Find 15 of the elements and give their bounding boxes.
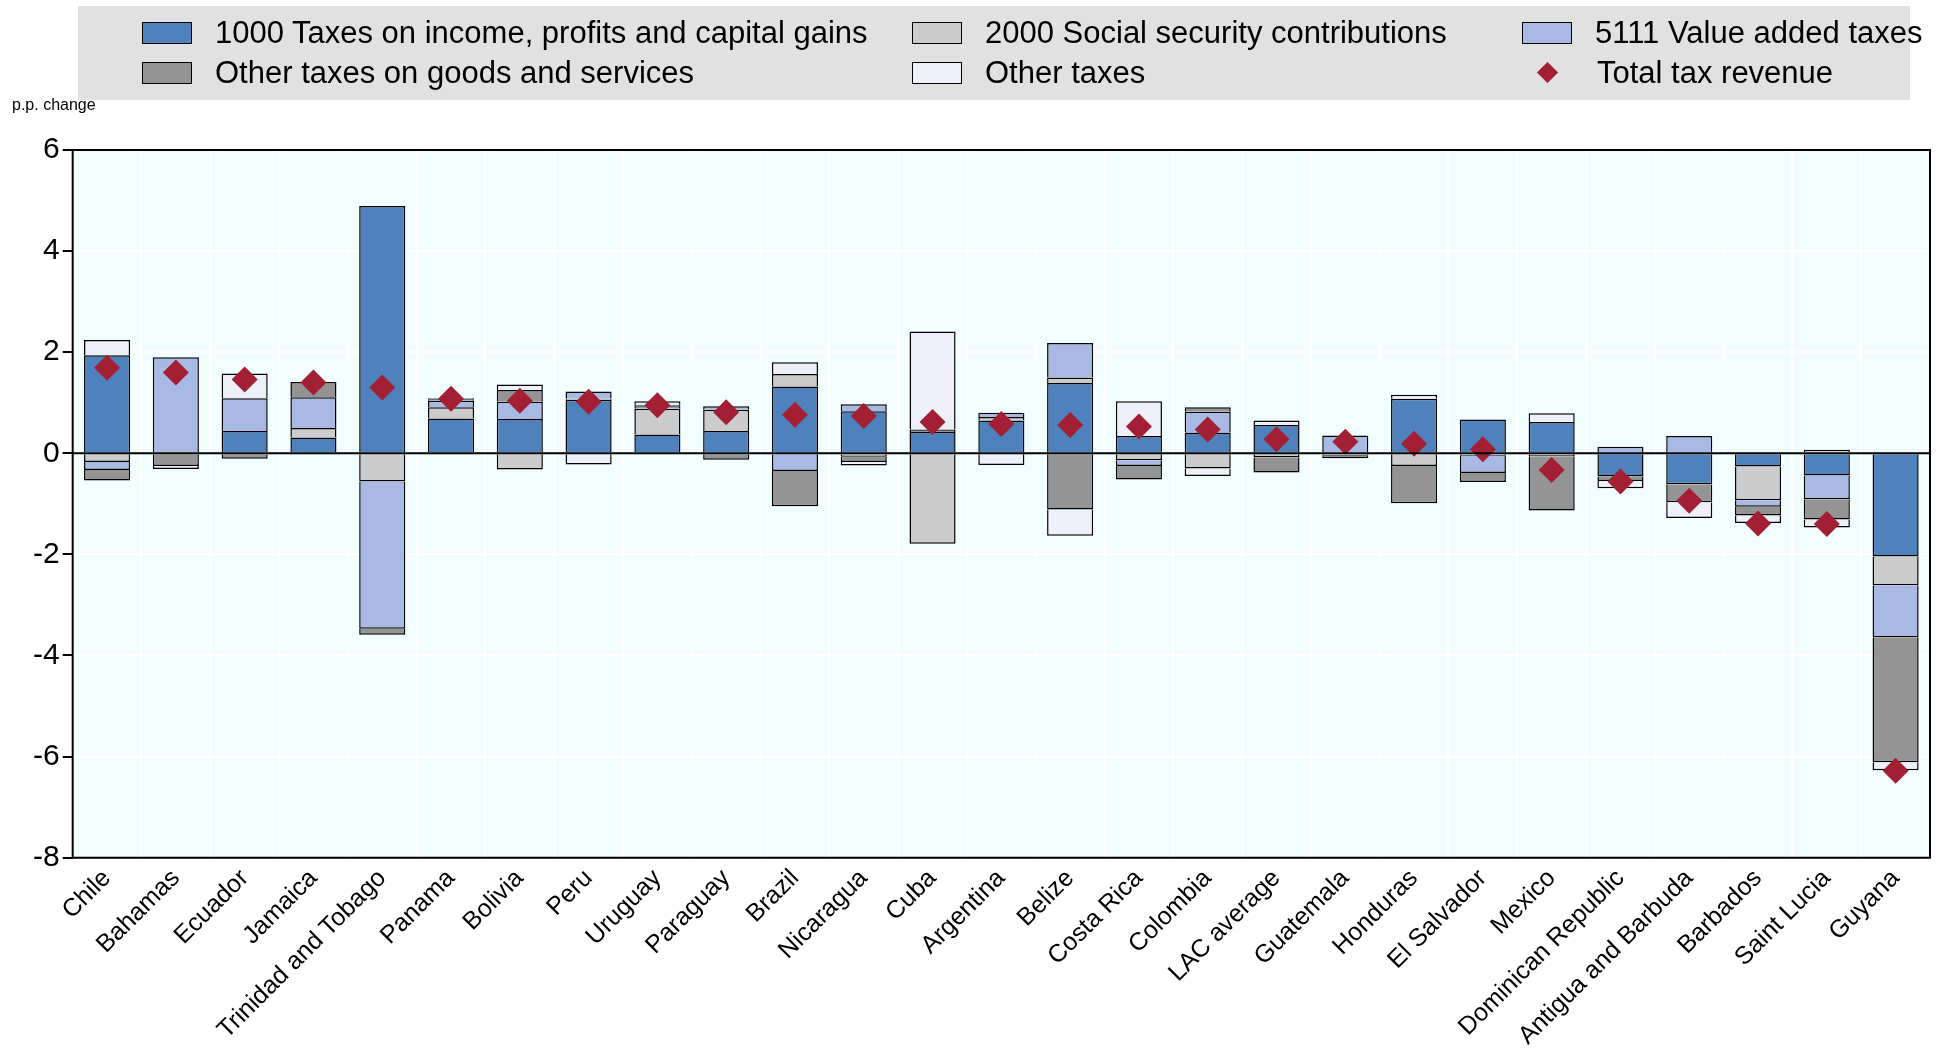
legend-label: 5111 Value added taxes [1595,15,1923,51]
legend-label: Total tax revenue [1597,55,1834,91]
legend-label: 2000 Social security contributions [985,15,1447,51]
legend-label: Other taxes on goods and services [215,55,695,91]
y-tick-label: -6 [32,737,60,771]
y-tick-label: -2 [32,535,60,569]
y-axis-title: p.p. change [12,96,96,114]
y-tick-label: 2 [42,333,60,367]
y-tick-label: -4 [32,636,60,670]
y-tick-label: 0 [42,434,60,468]
y-tick-label: -8 [32,838,60,872]
y-tick-label: 6 [42,131,60,165]
legend-label: 1000 Taxes on income, profits and capital gains [215,15,868,51]
y-tick-label: 4 [42,232,60,266]
legend-label: Other taxes [985,55,1146,91]
